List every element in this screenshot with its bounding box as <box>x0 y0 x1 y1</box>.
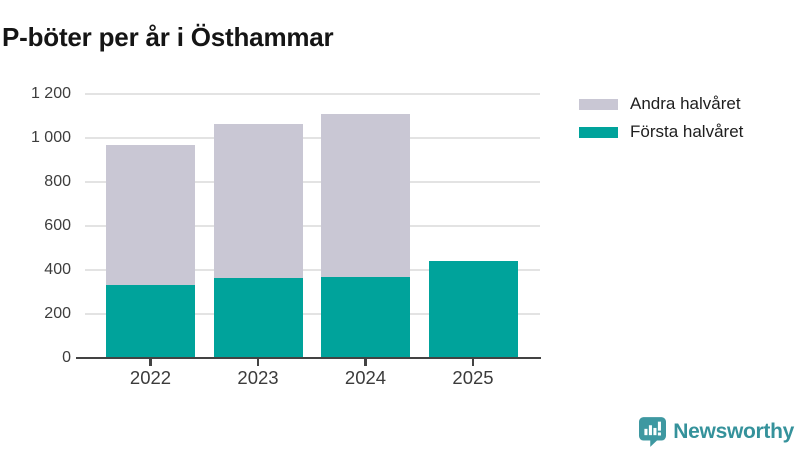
x-tick-2023 <box>256 359 260 366</box>
y-tick-label-0: 0 <box>62 348 71 366</box>
x-label-2023: 2023 <box>237 367 279 388</box>
gridline-1200 <box>85 92 540 95</box>
bar-segment-2022-forsta-halvaret[interactable] <box>106 284 195 358</box>
bar-segment-2024-forsta-halvaret[interactable] <box>321 277 410 358</box>
legend-item-andra-halvaret[interactable]: Andra halvåret <box>579 90 743 118</box>
newsworthy-wordmark: Newsworthy <box>673 420 794 443</box>
gridline-600 <box>85 224 540 227</box>
legend-swatch-forsta-halvaret <box>579 126 618 138</box>
chart-legend: Andra halvåret Första halvåret <box>579 90 743 146</box>
y-tick-label-1200: 1 200 <box>30 84 71 102</box>
bar-segment-2025-forsta-halvaret[interactable] <box>428 260 518 358</box>
y-tick-label-600: 600 <box>44 216 71 234</box>
legend-label: Första halvåret <box>630 122 744 141</box>
legend-swatch-andra-halvaret <box>579 98 618 110</box>
legend-item-forsta-halvaret[interactable]: Första halvåret <box>579 118 743 146</box>
legend-label: Andra halvåret <box>630 94 741 113</box>
gridline-1000 <box>85 136 540 139</box>
newsworthy-logo[interactable]: Newsworthy <box>639 417 794 447</box>
y-tick-label-1000: 1 000 <box>30 128 71 146</box>
x-tick-2024 <box>364 359 367 366</box>
x-tick-2022 <box>149 359 152 366</box>
y-tick-label-800: 800 <box>44 172 71 190</box>
page-title: P-böter per år i Östhammar <box>2 22 334 53</box>
x-label-2022: 2022 <box>129 367 172 388</box>
x-axis-line <box>76 356 541 359</box>
y-tick-label-400: 400 <box>44 260 71 278</box>
y-tick-label-200: 200 <box>44 304 71 322</box>
gridline-800 <box>85 180 540 183</box>
x-tick-2025 <box>471 359 475 366</box>
x-label-2024: 2024 <box>344 367 387 388</box>
newsworthy-bubble-chart-icon <box>639 417 667 447</box>
bar-segment-2022-andra-halvaret[interactable] <box>106 145 195 285</box>
bar-segment-2024-andra-halvaret[interactable] <box>321 114 410 278</box>
gridline-200 <box>85 312 540 315</box>
bar-segment-2023-andra-halvaret[interactable] <box>213 124 303 279</box>
bar-segment-2023-forsta-halvaret[interactable] <box>213 278 303 358</box>
x-label-2025: 2025 <box>452 367 494 388</box>
gridline-400 <box>85 268 540 271</box>
